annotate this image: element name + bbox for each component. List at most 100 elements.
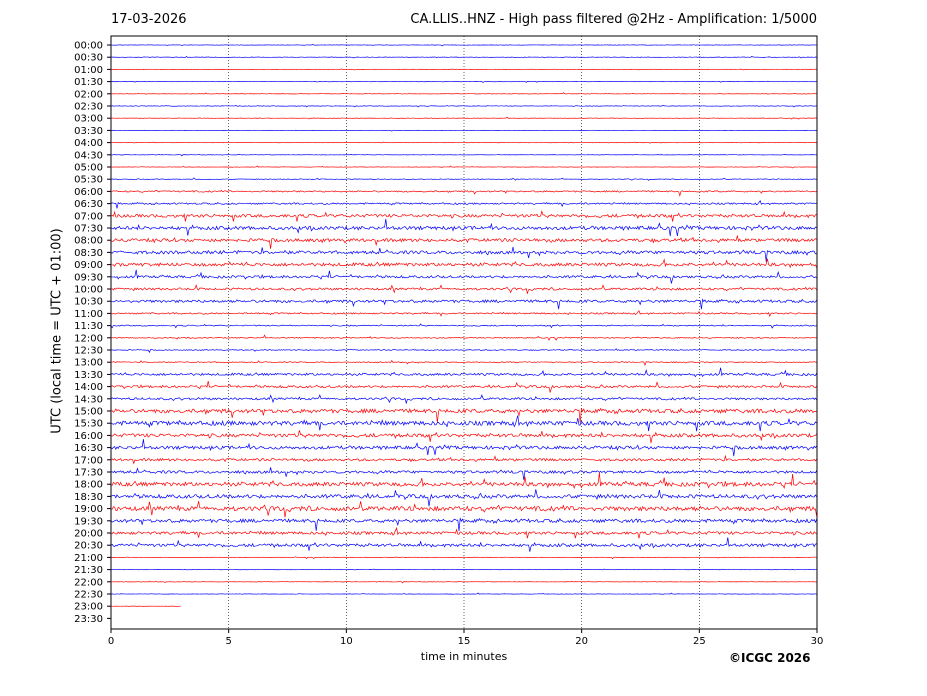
y-tick-label: 11:00 — [74, 309, 103, 320]
x-axis: 0 5 10 15 20 25 30 — [108, 629, 824, 647]
y-tick-label: 00:00 — [74, 41, 103, 52]
y-tick-label: 17:00 — [74, 455, 103, 466]
x-tick-label: 10 — [340, 636, 353, 647]
trace-line — [110, 592, 817, 595]
trace-line — [110, 454, 817, 465]
y-tick-label: 15:30 — [74, 419, 103, 430]
x-tick-label: 25 — [693, 636, 706, 647]
trace-line — [110, 489, 817, 507]
trace-line — [110, 209, 817, 222]
y-tick-label: 02:00 — [74, 89, 103, 100]
y-tick-label: 03:00 — [74, 114, 103, 125]
trace-line — [110, 80, 817, 83]
y-tick-label: 10:00 — [74, 285, 103, 296]
y-tick-label: 23:00 — [74, 602, 103, 613]
y-tick-label: 19:00 — [74, 504, 103, 515]
trace-line — [110, 310, 817, 318]
trace-line — [110, 467, 817, 480]
x-axis-label: time in minutes — [420, 650, 508, 663]
trace-line — [110, 501, 817, 518]
y-tick-label: 12:30 — [74, 346, 103, 357]
y-tick-label: 08:30 — [74, 248, 103, 259]
trace-line — [110, 104, 817, 108]
y-tick-label: 07:30 — [74, 224, 103, 235]
trace-line — [110, 323, 817, 329]
y-tick-label: 15:00 — [74, 407, 103, 418]
y-tick-label: 04:30 — [74, 150, 103, 161]
y-tick-label: 21:00 — [74, 553, 103, 564]
trace-line — [110, 177, 817, 181]
y-tick-label: 07:00 — [74, 211, 103, 222]
trace-line — [110, 580, 817, 584]
trace-line — [110, 407, 817, 423]
y-tick-label: 05:00 — [74, 163, 103, 174]
x-tick-label: 20 — [575, 636, 588, 647]
chart-date: 17-03-2026 — [111, 12, 187, 27]
y-tick-label: 13:00 — [74, 358, 103, 369]
y-tick-label: 18:00 — [74, 480, 103, 491]
trace-line — [110, 298, 817, 310]
y-tick-label: 09:00 — [74, 260, 103, 271]
y-tick-label: 23:30 — [74, 614, 103, 625]
y-tick-label: 13:30 — [74, 370, 103, 381]
trace-line — [110, 141, 817, 144]
y-tick-label: 01:00 — [74, 65, 103, 76]
trace-line — [110, 165, 817, 169]
y-tick-label: 04:00 — [74, 138, 103, 149]
x-tick-label: 0 — [108, 636, 114, 647]
x-tick-label: 30 — [811, 636, 824, 647]
y-tick-label: 09:30 — [74, 272, 103, 283]
trace-layer — [110, 44, 817, 607]
y-tick-label: 16:00 — [74, 431, 103, 442]
trace-line — [110, 218, 817, 237]
trace-line — [110, 258, 817, 269]
y-tick-label: 06:30 — [74, 199, 103, 210]
trace-line — [110, 367, 817, 378]
y-tick-label: 10:30 — [74, 297, 103, 308]
y-tick-label: 16:30 — [74, 443, 103, 454]
x-tick-label: 15 — [458, 636, 471, 647]
trace-line — [110, 246, 817, 262]
trace-line — [110, 129, 817, 132]
trace-line — [110, 200, 817, 209]
trace-line — [110, 235, 817, 249]
y-axis-label: UTC (local time = UTC + 01:00) — [49, 228, 65, 434]
trace-line — [110, 359, 817, 367]
trace-line — [110, 526, 817, 539]
trace-line — [110, 381, 817, 393]
trace-line — [110, 556, 817, 560]
trace-line — [110, 537, 817, 552]
y-tick-label: 01:30 — [74, 77, 103, 88]
y-tick-label: 00:30 — [74, 53, 103, 64]
y-tick-label: 19:30 — [74, 516, 103, 527]
trace-line — [110, 153, 817, 157]
y-tick-label: 06:00 — [74, 187, 103, 198]
trace-line — [110, 472, 817, 489]
y-tick-label: 21:30 — [74, 565, 103, 576]
trace-line — [110, 68, 817, 71]
y-tick-label: 20:00 — [74, 529, 103, 540]
trace-line — [110, 439, 817, 457]
trace-line — [110, 284, 817, 295]
grid-layer — [228, 36, 700, 629]
y-tick-label: 18:30 — [74, 492, 103, 503]
y-tick-label: 03:30 — [74, 126, 103, 137]
trace-line — [110, 116, 817, 120]
y-tick-label: 11:30 — [74, 321, 103, 332]
y-tick-label: 05:30 — [74, 175, 103, 186]
y-tick-label: 17:30 — [74, 468, 103, 479]
trace-line — [110, 430, 817, 444]
trace-line — [110, 348, 817, 354]
trace-line — [110, 55, 817, 59]
copyright-text: ©ICGC 2026 — [729, 651, 811, 665]
trace-line — [110, 92, 817, 95]
y-tick-label: 22:00 — [74, 577, 103, 588]
y-tick-label: 14:30 — [74, 394, 103, 405]
x-tick-label: 5 — [225, 636, 231, 647]
y-tick-label: 12:00 — [74, 333, 103, 344]
y-tick-label: 02:30 — [74, 102, 103, 113]
trace-line — [110, 517, 817, 532]
y-tick-label: 22:30 — [74, 590, 103, 601]
